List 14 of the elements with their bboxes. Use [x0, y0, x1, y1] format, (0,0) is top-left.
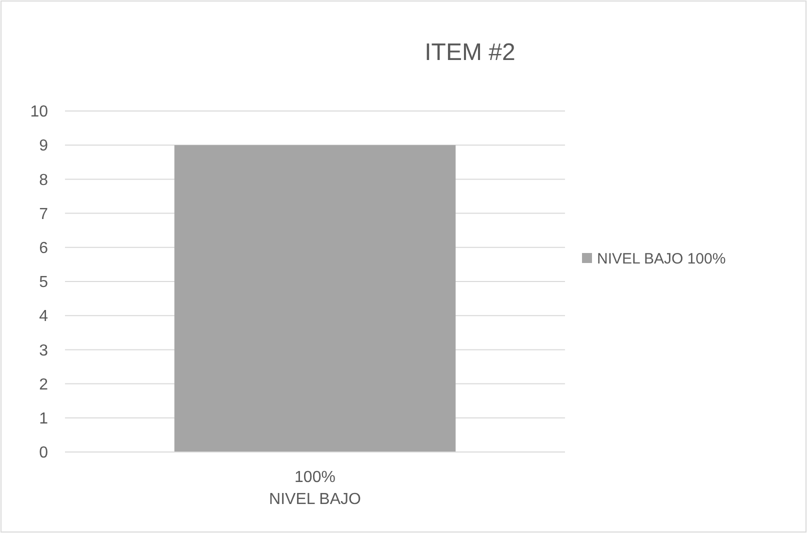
y-tick-label: 1	[39, 410, 48, 428]
x-tick-label: 100% NIVEL BAJO	[269, 469, 361, 508]
y-tick-label: 10	[30, 104, 48, 121]
y-tick-label: 8	[39, 172, 48, 189]
y-tick-label: 9	[39, 138, 48, 155]
y-tick-label: 3	[39, 342, 48, 360]
y-tick-label: 7	[39, 206, 48, 223]
y-tick-label: 0	[39, 444, 48, 462]
y-tick-label: 2	[39, 376, 48, 394]
y-tick-label: 6	[39, 240, 48, 257]
y-tick-label: 5	[39, 274, 48, 292]
chart-title: ITEM #2	[424, 39, 516, 66]
y-tick-label: 4	[39, 308, 48, 326]
legend-label: NIVEL BAJO 100%	[597, 250, 726, 268]
